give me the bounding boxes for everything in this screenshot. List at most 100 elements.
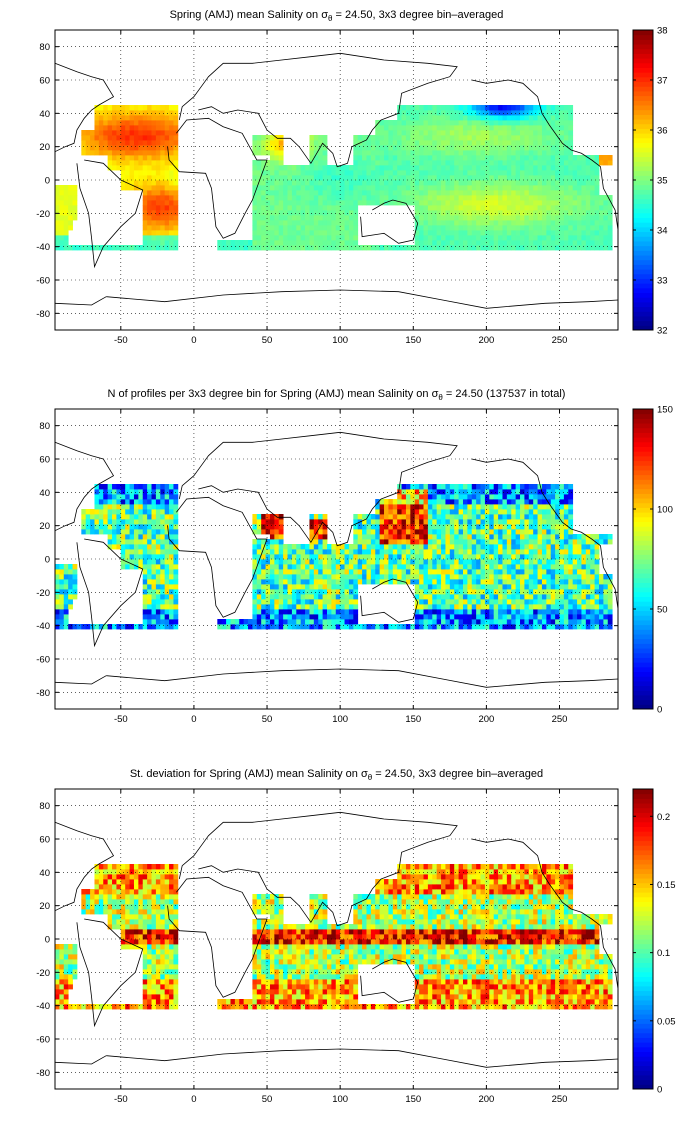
heatmap-cell	[419, 539, 424, 545]
heatmap-cell	[458, 170, 464, 176]
heatmap-cell	[155, 624, 161, 630]
heatmap-cell	[423, 544, 429, 550]
heatmap-cell	[441, 185, 446, 191]
heatmap-cell	[221, 245, 227, 251]
heatmap-cell	[559, 185, 565, 191]
heatmap-cell	[344, 609, 350, 615]
heatmap-cell	[524, 504, 530, 510]
heatmap-cell	[414, 504, 420, 510]
heatmap-cell	[392, 150, 398, 156]
coastline	[54, 441, 115, 532]
heatmap-cell	[252, 539, 258, 545]
heatmap-cell	[160, 145, 166, 151]
heatmap-cell	[405, 624, 411, 630]
heatmap-cell	[160, 554, 166, 560]
heatmap-cell	[577, 225, 582, 231]
heatmap-cell	[458, 514, 464, 520]
heatmap-cell	[432, 529, 438, 535]
heatmap-cell	[112, 130, 117, 136]
heatmap-cell	[555, 140, 560, 146]
heatmap-cell	[309, 245, 315, 251]
heatmap-cell	[458, 205, 464, 211]
heatmap-cell	[594, 539, 600, 545]
heatmap-cell	[454, 524, 460, 530]
heatmap-cell	[335, 210, 341, 216]
heatmap-cell	[375, 544, 381, 550]
heatmap-cell	[572, 584, 578, 590]
heatmap-cell	[506, 180, 512, 186]
heatmap-cell	[471, 554, 477, 560]
heatmap-cell	[309, 519, 315, 525]
heatmap-cell	[388, 559, 394, 565]
heatmap-cell	[471, 165, 477, 171]
heatmap-cell	[283, 579, 288, 585]
heatmap-cell	[164, 554, 170, 560]
heatmap-cell	[142, 160, 148, 166]
heatmap-cell	[397, 140, 402, 146]
heatmap-cell	[476, 195, 481, 201]
heatmap-cell	[458, 574, 464, 580]
heatmap-cell	[537, 195, 543, 201]
heatmap-cell	[484, 160, 490, 166]
heatmap-cell	[296, 609, 302, 615]
heatmap-cell	[265, 609, 271, 615]
heatmap-cell	[309, 589, 315, 595]
heatmap-cell	[585, 544, 591, 550]
heatmap-cell	[445, 594, 451, 600]
heatmap-cell	[265, 180, 271, 186]
heatmap-cell	[278, 195, 284, 201]
heatmap-cell	[524, 509, 530, 515]
heatmap-cell	[107, 534, 113, 540]
heatmap-cell	[370, 180, 376, 186]
heatmap-cell	[133, 484, 139, 490]
heatmap-cell	[471, 544, 477, 550]
heatmap-cell	[484, 579, 490, 585]
heatmap-cell	[283, 574, 288, 580]
heatmap-cell	[498, 589, 503, 595]
heatmap-cell	[309, 135, 315, 141]
heatmap-cell	[348, 210, 354, 216]
heatmap-cell	[129, 110, 135, 116]
heatmap-cell	[414, 135, 420, 141]
heatmap-cell	[335, 165, 341, 171]
heatmap-cell	[335, 574, 341, 580]
heatmap-cell	[392, 195, 398, 201]
heatmap-cell	[283, 624, 288, 630]
heatmap-cell	[581, 569, 587, 575]
heatmap-cell	[419, 140, 424, 146]
heatmap-cell	[445, 120, 451, 126]
heatmap-cell	[296, 180, 302, 186]
heatmap-cell	[94, 115, 100, 121]
heatmap-cell	[103, 115, 109, 121]
heatmap-cell	[520, 160, 525, 166]
heatmap-cell	[318, 519, 324, 525]
heatmap-cell	[559, 494, 565, 500]
heatmap-cell	[357, 514, 363, 520]
heatmap-cell	[239, 240, 245, 246]
heatmap-cell	[528, 564, 534, 570]
heatmap-cell	[278, 609, 284, 615]
coastline	[54, 296, 107, 306]
heatmap-cell	[528, 554, 534, 560]
heatmap-cell	[366, 195, 372, 201]
heatmap-cell	[511, 215, 517, 221]
heatmap-cell	[541, 140, 547, 146]
heatmap-cell	[81, 245, 87, 251]
heatmap-cell	[423, 614, 429, 620]
heatmap-cell	[515, 569, 521, 575]
heatmap-cell	[568, 140, 574, 146]
heatmap-cell	[261, 574, 266, 580]
heatmap-cell	[423, 499, 429, 505]
heatmap-cell	[348, 165, 354, 171]
heatmap-cell	[265, 514, 271, 520]
heatmap-cell	[138, 494, 144, 500]
heatmap-cell	[151, 509, 157, 515]
heatmap-cell	[520, 489, 525, 495]
heatmap-cell	[559, 564, 565, 570]
heatmap-cell	[577, 200, 582, 206]
heatmap-cell	[454, 604, 460, 610]
heatmap-cell	[112, 514, 117, 520]
heatmap-cell	[568, 519, 574, 525]
heatmap-cell	[559, 225, 565, 231]
heatmap-cell	[423, 584, 429, 590]
